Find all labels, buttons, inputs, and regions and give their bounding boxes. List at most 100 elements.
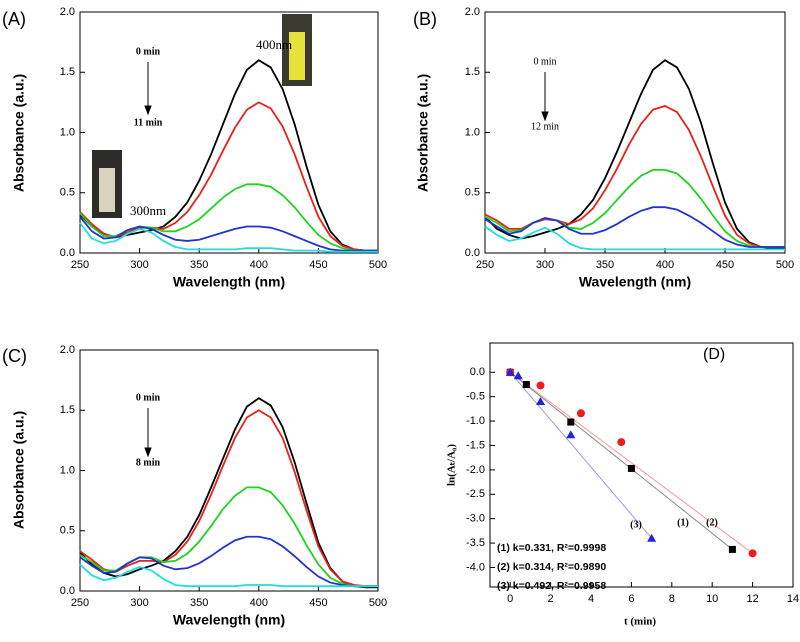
- spectrum-line: [79, 535, 378, 588]
- annotation: (2): [706, 517, 718, 528]
- spectrum-line: [484, 206, 785, 248]
- inset-cuvette: [289, 32, 305, 80]
- y-axis-title: Absorbance (a.u.): [11, 74, 27, 192]
- x-tick-label: 250: [71, 259, 89, 271]
- y-tick-label: -1.5: [466, 439, 485, 451]
- x-tick-label: 14: [787, 593, 799, 605]
- annotation: 12 min: [531, 121, 559, 132]
- y-tick-label: -3.0: [466, 513, 485, 525]
- x-tick-label: 12: [746, 593, 758, 605]
- insets: [92, 14, 312, 218]
- panel: 250 300 350 400 450 500 0.0 0.5 1.0 1.5 2.0 Wavelen…: [413, 6, 794, 290]
- annotation: (A): [2, 9, 26, 29]
- annotation: 0 min: [136, 392, 161, 403]
- annotation: 300nm: [130, 203, 166, 218]
- y-tick-label: -0.5: [466, 391, 485, 403]
- spectrum-line: [484, 168, 785, 248]
- y-tick-label: 2.0: [60, 6, 75, 18]
- plot-frame: [484, 11, 786, 254]
- annotation: (2) k=0.314, R²=0.9890: [497, 561, 606, 573]
- x-tick-label: 10: [706, 593, 718, 605]
- point: [647, 533, 657, 542]
- point: [566, 430, 576, 439]
- y-tick-label: -2.0: [466, 464, 485, 476]
- spectrum-line: [79, 222, 378, 253]
- x-tick-label: 500: [776, 259, 794, 271]
- x-tick-label: 250: [476, 259, 494, 271]
- x-tick-label: 250: [71, 597, 89, 609]
- y-tick-label: -2.5: [466, 488, 485, 500]
- y-tick-label: 0.5: [60, 187, 75, 199]
- spectrum-line: [484, 59, 785, 250]
- spectrum-line: [79, 101, 378, 252]
- y-tick-label: 0.0: [465, 247, 480, 259]
- x-tick-label: 450: [309, 597, 327, 609]
- y-tick-label: -3.5: [466, 537, 485, 549]
- x-tick-label: 2: [548, 593, 554, 605]
- plot-frame: [79, 349, 379, 592]
- point: [627, 464, 635, 472]
- fit-line: [509, 371, 652, 539]
- x-tick-label: 300: [130, 259, 148, 271]
- spectrum-line: [79, 409, 378, 588]
- annotation: (D): [703, 346, 725, 363]
- x-tick-label: 500: [369, 597, 387, 609]
- plot-frame: [489, 342, 794, 588]
- x-tick-label: 500: [369, 259, 387, 271]
- point: [513, 371, 523, 380]
- spectrum-line: [484, 225, 785, 251]
- x-axis-title: Wavelength (nm): [579, 274, 691, 290]
- point: [536, 381, 545, 390]
- y-tick-label: 2.0: [465, 6, 480, 18]
- y-tick-label: 1.5: [60, 404, 75, 416]
- x-tick-label: 350: [190, 259, 208, 271]
- panel: 0 2 4 6 8 10 12 14 0.0 -0.5 -1.0 -1.5 -2.0 -2.5 -3.0 -3…: [446, 342, 799, 628]
- spectrum-line: [79, 183, 378, 252]
- annotation: (C): [2, 346, 27, 366]
- fit-line: [509, 371, 733, 550]
- y-tick-label: 1.0: [60, 126, 75, 138]
- point: [576, 409, 585, 418]
- y-axis-title: Absorbance (a.u.): [415, 74, 431, 192]
- spectrum-line: [79, 216, 378, 252]
- y-tick-label: 1.0: [465, 126, 480, 138]
- x-tick-label: 8: [669, 593, 675, 605]
- y-axis-title: ln(Aₜ/A₀): [446, 444, 458, 486]
- panel: 250 300 350 400 450 500 0.0 0.5 1.0 1.5 2.0 Wavelen…: [2, 344, 387, 628]
- x-tick-label: 450: [716, 259, 734, 271]
- x-axis-title: Wavelength (nm): [173, 274, 285, 290]
- y-tick-label: 0.0: [60, 585, 75, 597]
- y-tick-label: 0.0: [470, 366, 485, 378]
- x-tick-label: 6: [628, 593, 634, 605]
- point: [728, 545, 736, 553]
- y-tick-label: -1.0: [466, 415, 485, 427]
- x-axis-title: t (min): [624, 616, 656, 628]
- point: [505, 367, 515, 376]
- annotation: (3): [630, 519, 642, 530]
- annotation: (1): [677, 517, 689, 528]
- y-tick-label: 0.0: [60, 247, 75, 259]
- y-tick-label: 1.0: [60, 464, 75, 476]
- y-axis-title: Absorbance (a.u.): [11, 411, 27, 529]
- y-tick-label: 2.0: [60, 344, 75, 356]
- spectrum-line: [79, 563, 378, 588]
- plot-frame: [79, 11, 379, 254]
- x-tick-label: 400: [250, 259, 268, 271]
- point: [522, 380, 530, 388]
- fit-line: [509, 371, 753, 554]
- x-tick-label: 400: [250, 597, 268, 609]
- y-tick-label: 1.5: [465, 66, 480, 78]
- point: [748, 549, 757, 558]
- arrows: [144, 62, 549, 458]
- x-tick-label: 0: [507, 593, 513, 605]
- point: [617, 438, 626, 447]
- annotation: 11 min: [134, 117, 163, 128]
- x-tick-label: 450: [309, 259, 327, 271]
- annotation: 0 min: [533, 56, 556, 67]
- annotation: (1) k=0.331, R²=0.9998: [497, 542, 606, 554]
- x-tick-label: 400: [656, 259, 674, 271]
- annotation: 0 min: [136, 46, 161, 57]
- x-tick-label: 350: [596, 259, 614, 271]
- x-tick-label: 4: [588, 593, 594, 605]
